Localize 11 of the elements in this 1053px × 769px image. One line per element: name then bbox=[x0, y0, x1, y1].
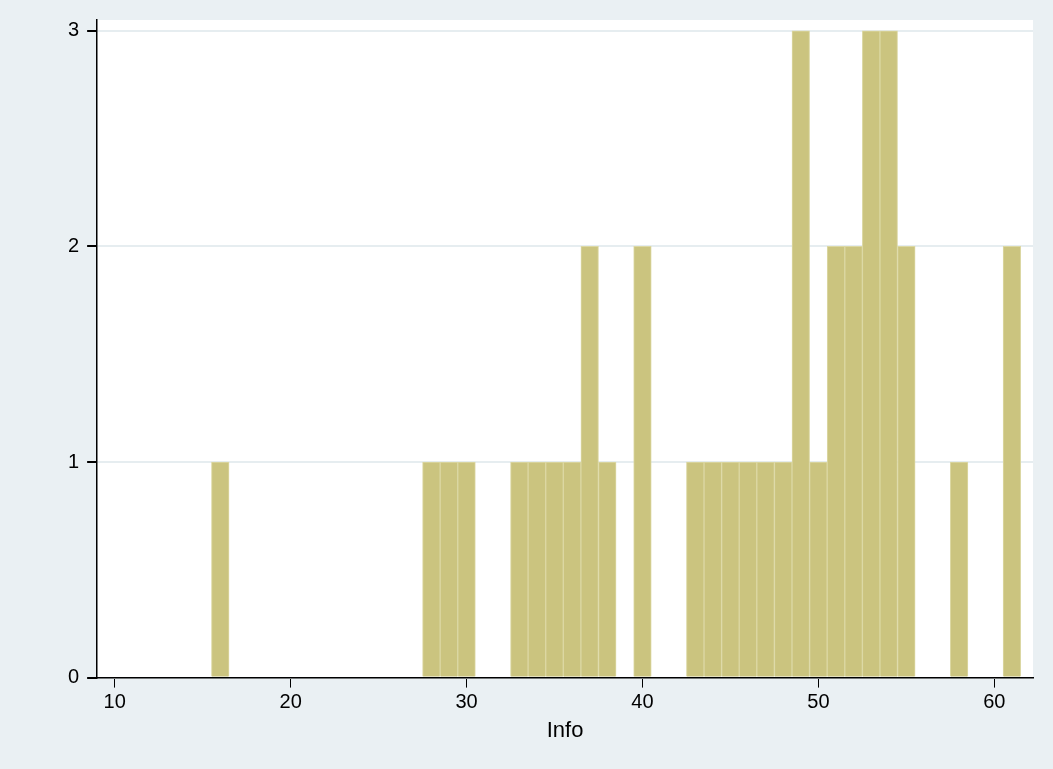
x-tick-label: 40 bbox=[631, 690, 654, 713]
x-tick-label: 10 bbox=[103, 690, 126, 713]
x-axis-title: Info bbox=[546, 716, 584, 742]
y-tick-label: 3 bbox=[68, 18, 80, 41]
y-tick-label: 2 bbox=[68, 233, 80, 256]
y-tick-label: 0 bbox=[68, 665, 80, 688]
y-tick-label: 1 bbox=[68, 449, 80, 472]
x-tick-label: 60 bbox=[983, 690, 1006, 713]
x-tick-label: 30 bbox=[455, 690, 478, 713]
x-tick-label: 50 bbox=[807, 690, 830, 713]
x-tick-label: 20 bbox=[279, 690, 302, 713]
